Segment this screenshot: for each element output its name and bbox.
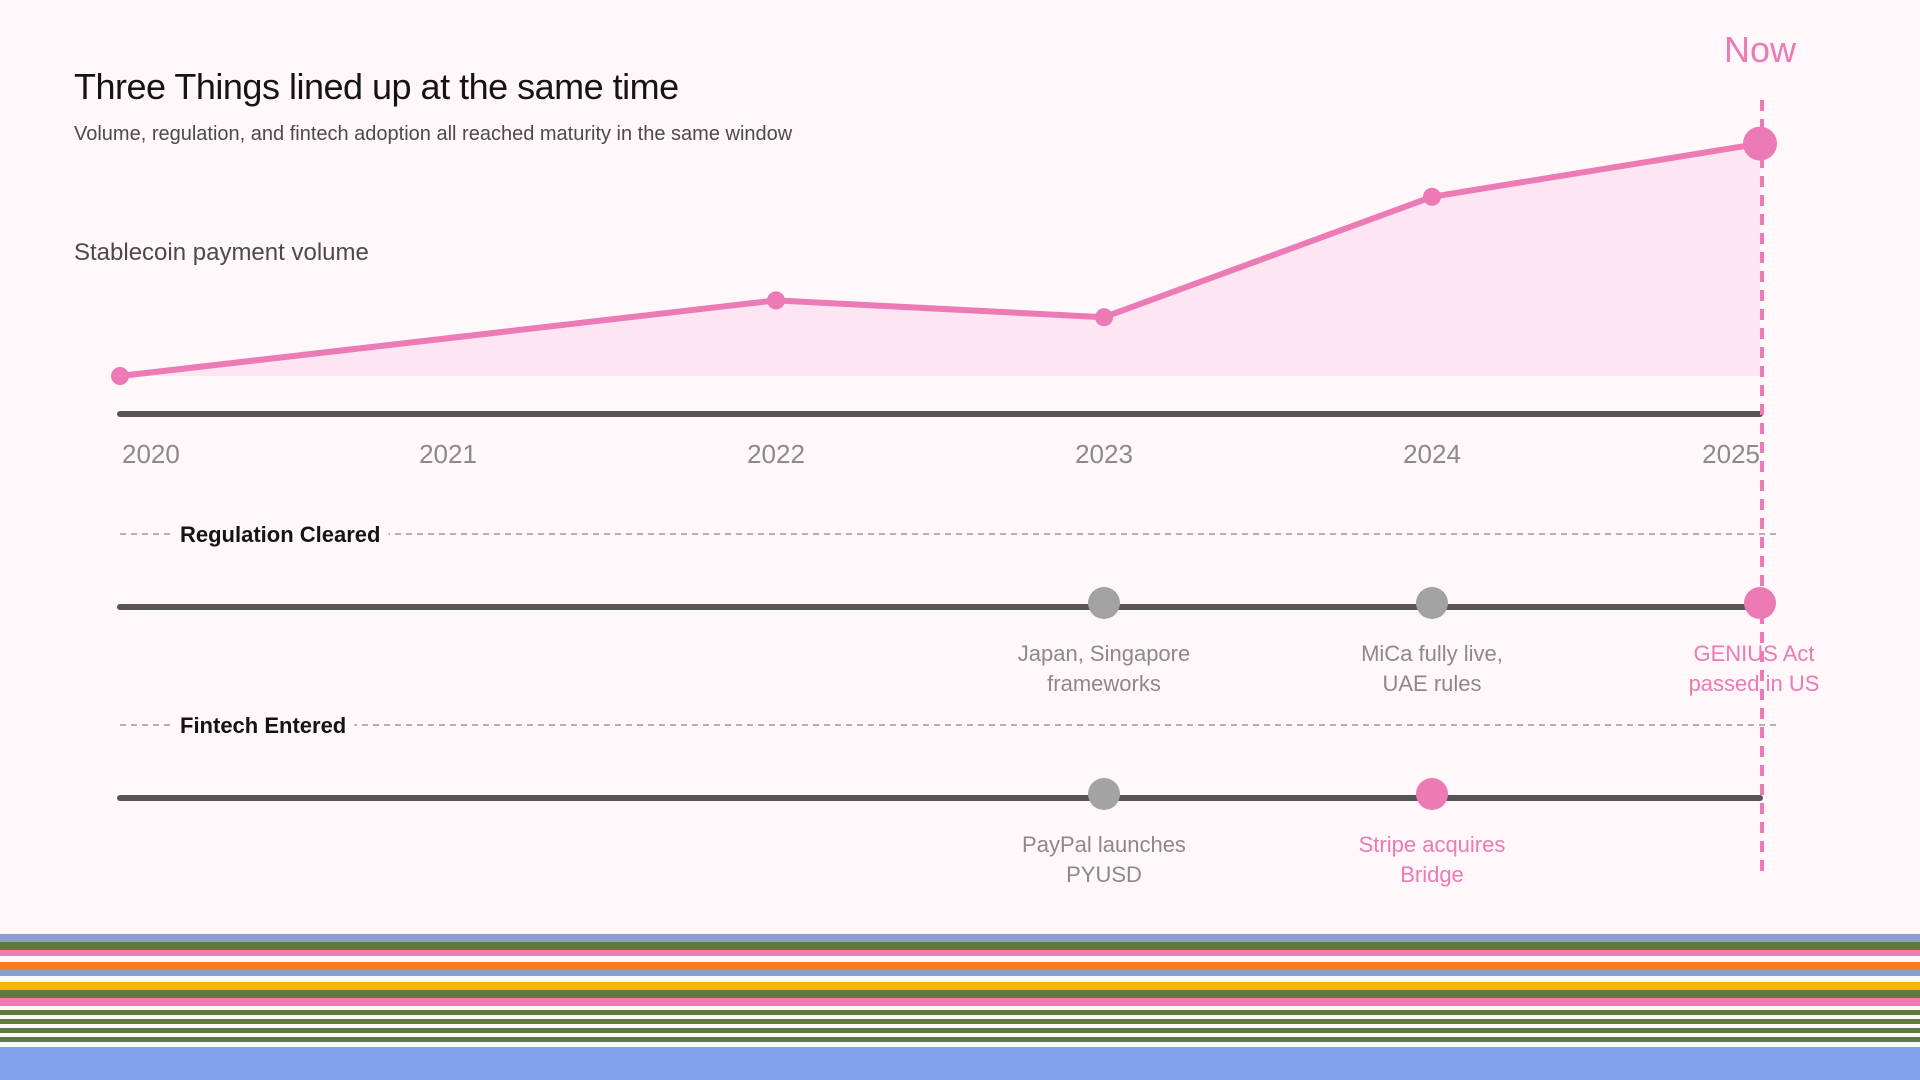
volume-area [120,143,1760,376]
lane-title: Fintech Entered [180,713,346,738]
footer-stripe [0,1010,1920,1015]
footer-stripe [0,1037,1920,1042]
footer-stripe [0,970,1920,976]
x-tick-label: 2025 [1702,439,1760,469]
event-label: Stripe acquires [1359,832,1506,857]
x-tick-label: 2020 [122,439,180,469]
event-label: passed in US [1689,671,1820,696]
x-tick-label: 2023 [1075,439,1133,469]
footer-stripe [0,1028,1920,1033]
footer-stripe [0,990,1920,998]
footer-stripe [0,934,1920,942]
event-label: GENIUS Act [1693,641,1814,666]
footer-stripe [0,998,1920,1006]
timeline-chart: 2020 2021 2022 2023 2024 2025 Regulation Clear… [111,29,1820,887]
page-subtitle: Volume, regulation, and fintech adoption… [74,123,793,145]
volume-point [1095,308,1113,327]
footer-stripes [0,934,1920,1080]
event-label: Bridge [1400,862,1464,887]
lane-title-bg [172,713,355,738]
footer-stripe [0,1019,1920,1024]
lane-title-bg [172,522,389,547]
footer-stripe [0,1047,1920,1080]
footer-stripe [0,982,1920,990]
x-tick-label: 2024 [1403,439,1461,469]
event-label: UAE rules [1382,671,1481,696]
event-label: PayPal launches [1022,832,1186,857]
now-label: Now [1724,29,1797,70]
event-label: MiCa fully live, [1361,641,1503,666]
x-tick-label: 2022 [747,439,805,469]
lane-title: Regulation Cleared [180,522,380,547]
event-marker [1088,778,1120,810]
event-marker [1416,778,1448,810]
volume-point [111,367,129,385]
footer-stripe [0,942,1920,950]
event-label: frameworks [1047,671,1161,696]
page-title: Three Things lined up at the same time [74,66,679,107]
event-label: PYUSD [1066,862,1142,887]
footer-stripe [0,950,1920,956]
volume-point [1423,187,1441,206]
footer-stripe [0,962,1920,970]
event-marker [1416,587,1448,619]
volume-point [767,291,785,310]
x-tick-label: 2021 [419,439,477,469]
series-label: Stablecoin payment volume [74,239,369,266]
event-label: Japan, Singapore [1018,641,1190,666]
event-marker [1088,587,1120,619]
